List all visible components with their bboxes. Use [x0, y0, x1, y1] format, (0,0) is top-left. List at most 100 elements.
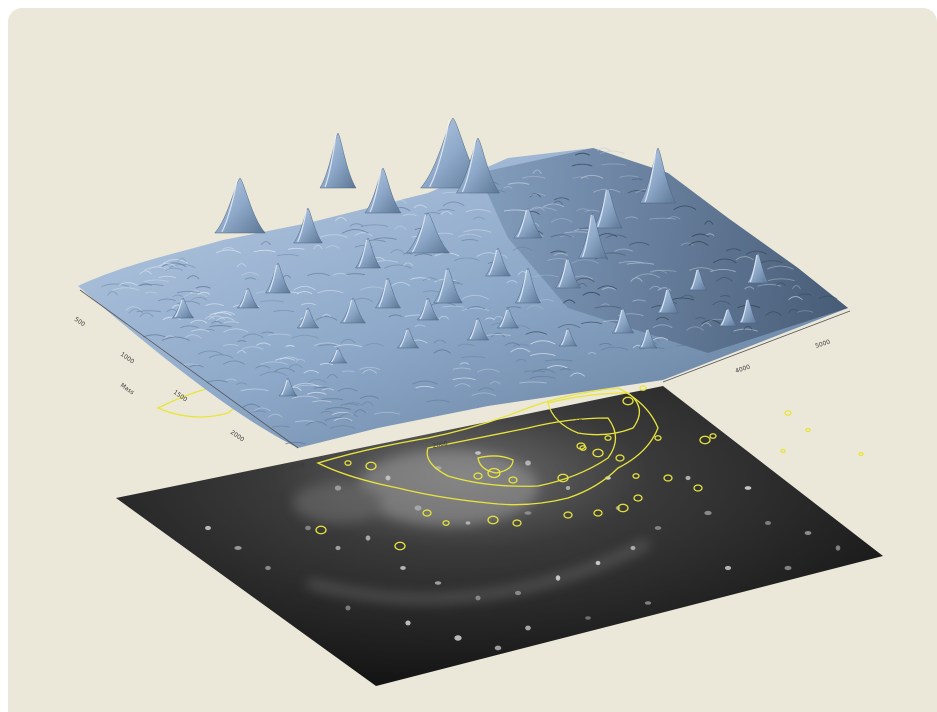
surface-ridge	[354, 409, 366, 414]
surface-ridge	[354, 232, 373, 237]
surface-ridge	[209, 312, 232, 316]
surface-ridge	[223, 328, 249, 333]
spot-contour-ring	[315, 525, 327, 535]
surface-ridge	[306, 391, 327, 395]
gel-plane	[116, 386, 883, 686]
gel-spot	[744, 486, 752, 490]
surface-ridge	[334, 217, 347, 222]
surface-ridge	[410, 277, 431, 280]
spot-contour-ring	[780, 448, 786, 454]
surface-ridge	[268, 333, 291, 336]
surface-ridge	[340, 403, 359, 406]
surface-ridge	[255, 365, 271, 369]
surface-ridge	[215, 316, 235, 322]
surface-ridge	[788, 308, 800, 313]
surface-ridge	[317, 290, 344, 294]
gel-spot	[784, 565, 792, 571]
surface-ridge	[209, 325, 232, 328]
spot-contour-ring	[858, 451, 864, 457]
gel-spot	[305, 525, 311, 531]
surface-ridge	[236, 350, 247, 354]
surface-peak-highlight	[488, 249, 498, 276]
surface-ridge	[325, 407, 351, 410]
surface-ridge	[301, 302, 316, 306]
surface-ridge	[118, 282, 138, 286]
figure-canvas: 500 1000 1500 2000 Mass 4000 5000 1000 2…	[73, 117, 883, 686]
surface-ridge	[183, 334, 202, 339]
surface-ridge	[213, 311, 236, 316]
surface-ridge	[128, 308, 144, 314]
surface-ridge	[362, 369, 378, 374]
surface-ridge	[125, 306, 142, 311]
surface-ridge	[454, 257, 480, 262]
surface-peak-highlight	[614, 309, 623, 333]
surface-ridge	[402, 213, 417, 217]
surface-ridge	[506, 306, 522, 309]
surface-ridge	[471, 392, 497, 397]
surface-ridge	[172, 294, 184, 298]
surface-ridge	[506, 280, 518, 284]
surface-ridge	[237, 340, 247, 343]
surface-ridge	[158, 275, 176, 279]
surface-ridge	[333, 417, 353, 422]
surface-ridge	[240, 388, 269, 392]
surface-ridge	[288, 363, 303, 369]
surface-ridge	[649, 285, 662, 290]
surface-ridge	[205, 303, 224, 306]
gel-spot	[514, 590, 522, 596]
gel-spot	[595, 560, 601, 566]
spot-contour-ring	[693, 484, 703, 492]
spot-contour-ring	[622, 396, 634, 406]
surface-ridge	[440, 211, 453, 215]
spot-contour-ring	[593, 509, 603, 517]
spot-contour-ring	[654, 435, 662, 441]
surface-ridge	[529, 375, 556, 379]
gel-spot	[345, 605, 351, 611]
surface-ridge	[650, 269, 677, 272]
surface-ridge	[208, 315, 226, 321]
surface-ridge	[467, 306, 486, 310]
surface-ridge	[390, 249, 405, 254]
surface-ridge	[476, 368, 500, 373]
gel-spot	[365, 535, 371, 541]
surface-ridge	[743, 325, 753, 331]
spot-contour-ring	[604, 435, 612, 441]
surface-peak-highlight	[640, 329, 648, 348]
surface-ridge	[726, 248, 742, 252]
surface-ridge	[176, 290, 201, 294]
surface-ridge	[442, 201, 465, 207]
surface-ridge	[297, 384, 323, 387]
surface-ridge	[550, 218, 573, 223]
surface-ridge	[628, 242, 650, 246]
surface-ridge	[138, 284, 164, 287]
surface-peak-highlight	[343, 299, 353, 323]
surface-ridge	[599, 342, 612, 346]
surface-peak-highlight	[358, 239, 368, 268]
surface-ridge	[391, 281, 411, 287]
surface-ridge	[162, 316, 182, 321]
spot-contour-ring	[557, 473, 569, 483]
surface-ridge	[720, 295, 731, 298]
spot-contour-ring	[579, 445, 587, 451]
gel-spot	[525, 460, 531, 466]
surface-ridge	[177, 258, 187, 262]
surface-ridge	[605, 234, 627, 239]
surface-ridge	[490, 332, 506, 338]
surface-ridge	[504, 342, 521, 347]
surface-peak-highlight	[740, 299, 748, 323]
right-axis-line	[662, 310, 851, 383]
spot-contour-ring	[563, 511, 573, 519]
surface-peak	[319, 132, 357, 189]
gel-spot	[835, 545, 841, 551]
surface-ridge	[465, 209, 492, 213]
surface-ridge	[601, 287, 616, 291]
surface-ridge	[207, 379, 228, 383]
surface-ridge	[461, 307, 490, 312]
spot-contour-ring	[615, 454, 625, 462]
surface-ridge	[279, 356, 299, 361]
surface-peak	[214, 177, 266, 234]
left-axis-label: Mass	[119, 382, 135, 396]
surface-ridge	[241, 346, 264, 350]
gel-spot	[465, 521, 471, 525]
surface-peak-highlight	[469, 319, 478, 340]
